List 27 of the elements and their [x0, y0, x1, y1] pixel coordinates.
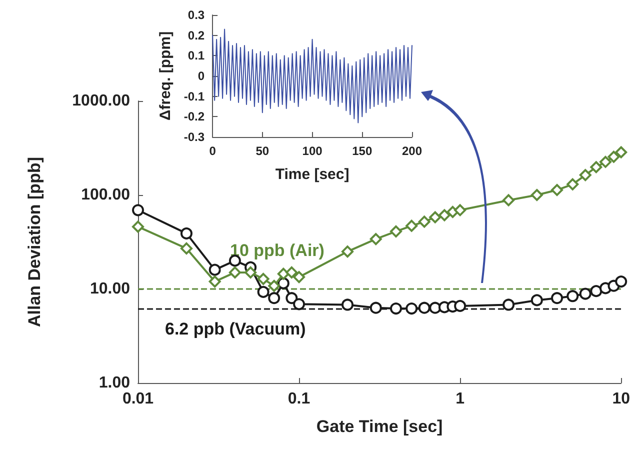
ref-line-label: 6.2 ppb (Vacuum): [165, 320, 306, 339]
y-tick-label: -0.2: [184, 110, 205, 124]
x-tick-label: 0: [209, 144, 216, 158]
y-tick-label: -0.1: [184, 89, 205, 104]
y-axis-title: Δfreq. [ppm]: [157, 31, 174, 121]
y-axis-title: Allan Deviation [ppb]: [25, 157, 44, 327]
x-axis-title: Gate Time [sec]: [316, 417, 443, 436]
y-tick-label: 10.00: [90, 280, 130, 298]
y-tick-label: 0.1: [188, 48, 205, 63]
x-tick-label: 200: [402, 144, 422, 158]
line-series: [212, 28, 412, 124]
ref-line-label: 10 ppb (Air): [230, 241, 324, 260]
y-tick-label: 1.00: [98, 374, 130, 392]
y-tick-label: 0.2: [188, 28, 205, 42]
y-tick-label: 0.3: [188, 8, 205, 22]
y-tick-label: -0.3: [184, 130, 205, 144]
x-tick-label: 0.1: [288, 390, 310, 408]
y-tick-label: 100.00: [81, 186, 130, 204]
y-tick-label: 1000.00: [72, 92, 130, 110]
x-tick-label: 100: [302, 144, 323, 158]
x-tick-label: 150: [352, 144, 372, 158]
y-tick-label: 0: [198, 69, 205, 83]
x-axis-title: Time [sec]: [275, 166, 350, 183]
x-tick-label: 10: [612, 390, 630, 408]
x-tick-label: 0.01: [122, 390, 154, 408]
x-tick-label: 1: [456, 390, 465, 408]
x-tick-label: 50: [256, 144, 270, 158]
